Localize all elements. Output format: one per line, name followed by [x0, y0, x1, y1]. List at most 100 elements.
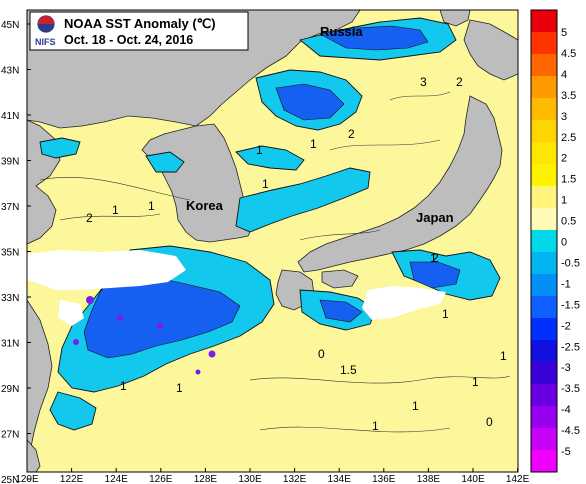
longitude-tick-labels: 120E 122E 124E 126E 128E 130E 132E 134E 136E 138E…: [15, 468, 530, 484]
contour-label: 1: [500, 349, 507, 363]
contour-label: 1: [112, 203, 119, 217]
colorbar-swatch: [531, 76, 557, 99]
lat-tick-label: 27N: [1, 430, 19, 441]
contour-label: 1: [176, 381, 183, 395]
land-japan-shikoku: [321, 269, 359, 289]
colorbar-level-label: -0.5: [561, 257, 580, 269]
colorbar-level-label: -1: [561, 278, 571, 290]
contour-label: 2: [86, 211, 93, 225]
colorbar: 5 4.5 4 3.5 3 2.5 2 1.5 1 0.5 0 -0.5 -1 -1.5 -2 -2.5 -3 -…: [530, 9, 580, 473]
no-data-areas: [27, 250, 446, 326]
colorbar-level-label: 1.5: [561, 174, 576, 186]
colorbar-swatch: [531, 32, 557, 55]
contour-label: 1.5: [340, 363, 357, 377]
nifs-logo: NIFS: [35, 15, 56, 47]
colorbar-swatch: [531, 384, 557, 407]
lat-tick-label: 33N: [1, 293, 19, 304]
latitude-tick-labels: 45N 43N 41N 39N 37N 35N 33N 31N 29N 27N 25N: [1, 20, 31, 484]
strong-cold-spots: [73, 296, 216, 375]
contour-label: 2: [456, 75, 463, 89]
lat-tick-label: 35N: [1, 248, 19, 259]
colorbar-swatch: [531, 362, 557, 385]
lon-tick-label: 140E: [461, 474, 485, 484]
lon-tick-label: 128E: [194, 474, 218, 484]
colorbar-level-label: 0.5: [561, 216, 576, 228]
colorbar-swatch: [531, 142, 557, 165]
colorbar-level-label: 4: [561, 69, 567, 81]
title-box: NIFS NOAA SST Anomaly (℃) Oct. 18 - Oct.…: [29, 11, 249, 51]
colorbar-level-label: -4: [561, 404, 571, 416]
colorbar-swatch: [531, 98, 557, 121]
contour-label: 0: [486, 415, 493, 429]
land-japan-honshu: [297, 95, 503, 273]
colorbar-level-label: 3.5: [561, 90, 576, 102]
contour-label: 1: [256, 143, 263, 157]
colorbar-level-label: 3: [561, 111, 567, 123]
lon-tick-label: 138E: [417, 474, 441, 484]
contour-label: 1: [472, 375, 479, 389]
nifs-logo-text: NIFS: [35, 37, 56, 47]
contour-label: 1: [262, 177, 269, 191]
lat-tick-label: 37N: [1, 202, 19, 213]
map-frame: [26, 9, 519, 473]
label-japan: Japan: [416, 210, 454, 225]
contour-lines: [39, 91, 511, 433]
colorbar-frame: [530, 9, 558, 473]
lat-tick-label: 45N: [1, 20, 19, 31]
lat-tick-label: 41N: [1, 111, 19, 122]
colorbar-level-label: -5: [561, 446, 571, 458]
colorbar-swatch: [531, 274, 557, 297]
lon-tick-label: 132E: [283, 474, 307, 484]
colorbar-swatch: [531, 296, 557, 319]
colorbar-level-label: 2: [561, 153, 567, 165]
contour-label: 1: [430, 251, 437, 265]
lon-tick-label: 120E: [15, 474, 39, 484]
colorbar-swatch: [531, 10, 557, 33]
colorbar-level-label: -2.5: [561, 341, 580, 353]
colorbar-level-label: 4.5: [561, 48, 576, 60]
colorbar-swatch: [531, 186, 557, 209]
lon-tick-label: 124E: [105, 474, 129, 484]
contour-label: 1: [310, 137, 317, 151]
contour-label: 1: [148, 199, 155, 213]
colorbar-level-label: -1.5: [561, 299, 580, 311]
label-russia: Russia: [320, 24, 363, 39]
lat-tick-label: 31N: [1, 339, 19, 350]
colorbar-swatch: [531, 164, 557, 187]
map-content: [27, 10, 518, 472]
lon-tick-label: 126E: [149, 474, 173, 484]
lon-tick-label: 136E: [372, 474, 396, 484]
colorbar-swatch: [531, 54, 557, 77]
lat-tick-label: 25N: [1, 475, 19, 484]
colorbar-level-label: 0: [561, 237, 567, 249]
colorbar-level-label: 2.5: [561, 132, 576, 144]
map-title: NOAA SST Anomaly (℃): [64, 16, 216, 31]
label-korea: Korea: [186, 198, 224, 213]
land-sakhalin: [439, 10, 471, 27]
contour-label: 0: [318, 347, 325, 361]
colorbar-swatch: [531, 208, 557, 231]
contour-label: 1: [120, 379, 127, 393]
colorbar-swatch: [531, 318, 557, 341]
colorbar-swatch: [531, 230, 557, 253]
colorbar-swatch: [531, 450, 557, 473]
lat-tick-label: 43N: [1, 66, 19, 77]
map-period: Oct. 18 - Oct. 24, 2016: [64, 33, 193, 47]
lon-tick-label: 130E: [238, 474, 262, 484]
colorbar-swatch: [531, 340, 557, 363]
lat-tick-label: 39N: [1, 157, 19, 168]
land-taiwan: [27, 439, 41, 472]
contour-label: 1: [372, 419, 379, 433]
colorbar-level-label: -2: [561, 320, 571, 332]
lon-tick-label: 134E: [328, 474, 352, 484]
contour-label: 2: [348, 127, 355, 141]
colorbar-level-label: 5: [561, 27, 567, 39]
lon-tick-label: 142E: [506, 474, 530, 484]
land-japan-hokkaido: [463, 19, 518, 81]
colorbar-swatch: [531, 252, 557, 275]
contour-label: 2: [432, 251, 439, 265]
colorbar-level-label: 1: [561, 195, 567, 207]
lat-tick-label: 29N: [1, 384, 19, 395]
